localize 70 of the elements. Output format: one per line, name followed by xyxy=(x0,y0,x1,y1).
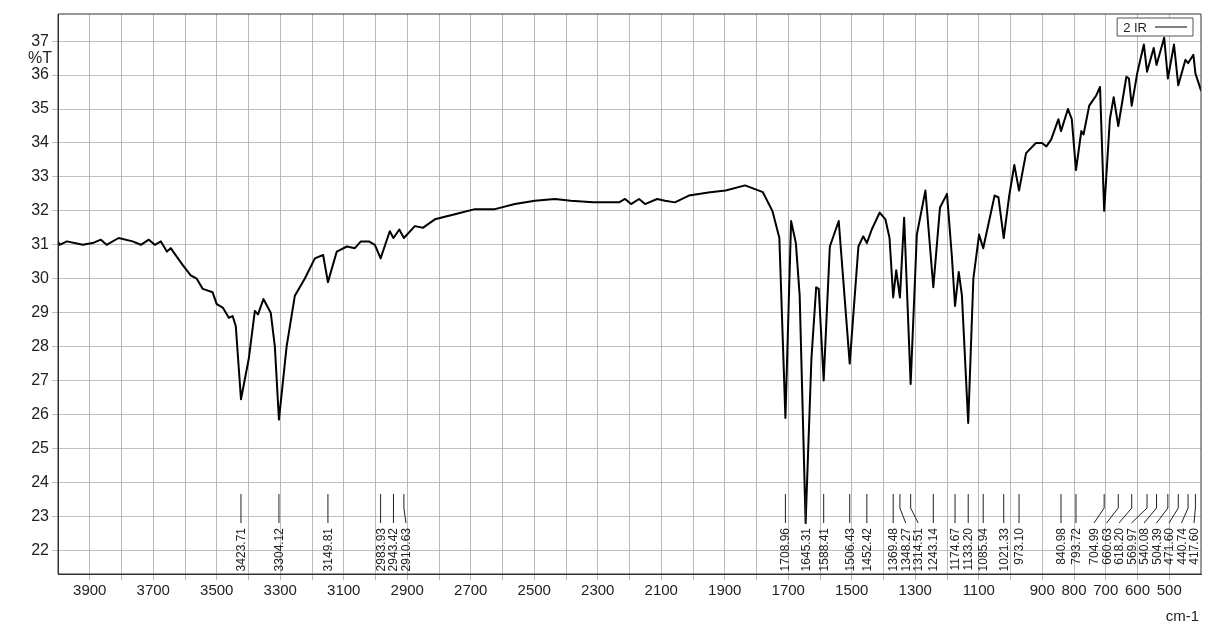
annotation: 1133.20 xyxy=(961,527,976,571)
annotation: 471.60 xyxy=(1162,527,1176,565)
x-tick-label: 900 xyxy=(1029,581,1055,599)
x-tick-label: 2900 xyxy=(390,581,424,599)
y-axis-title: %T xyxy=(28,49,53,67)
y-tick-label: 28 xyxy=(31,337,50,355)
annotation: 1588.41 xyxy=(816,527,831,572)
annotation: 569.97 xyxy=(1124,527,1139,565)
x-tick-label: 2300 xyxy=(581,581,615,599)
annotation: 540.08 xyxy=(1137,527,1151,565)
annotation: 1506.43 xyxy=(842,527,857,572)
y-tick-label: 24 xyxy=(31,472,50,490)
x-tick-label: 1700 xyxy=(771,581,805,599)
annotation: 440.74 xyxy=(1174,527,1189,565)
annotation: 1085.94 xyxy=(976,527,991,572)
y-tick-label: 35 xyxy=(31,99,50,117)
x-tick-label: 2700 xyxy=(454,581,488,599)
annotation: 3149.81 xyxy=(320,527,335,572)
annotation: 1314.51 xyxy=(911,527,926,572)
annotation: 793.72 xyxy=(1068,527,1083,565)
legend-label: 2 IR xyxy=(1123,19,1147,35)
y-tick-label: 36 xyxy=(31,65,50,83)
x-tick-label: 3500 xyxy=(200,581,234,599)
x-tick-label: 600 xyxy=(1124,581,1151,599)
annotation: 1369.48 xyxy=(886,527,901,572)
annotation: 504.39 xyxy=(1149,527,1164,565)
annotation: 618.20 xyxy=(1112,527,1126,565)
x-tick-label: 3900 xyxy=(73,581,107,599)
y-tick-label: 29 xyxy=(31,303,50,321)
x-axis-title: cm-1 xyxy=(1165,606,1199,624)
annotation: 2910.63 xyxy=(398,527,413,572)
x-tick-label: 1900 xyxy=(708,581,742,599)
annotation: 1243.14 xyxy=(926,527,941,572)
x-tick-label: 1500 xyxy=(835,581,869,599)
y-tick-label: 25 xyxy=(31,438,50,456)
annotation: 1708.96 xyxy=(778,527,793,572)
annotation: 417.60 xyxy=(1187,527,1201,565)
y-tick-label: 34 xyxy=(31,133,50,151)
y-tick-label: 37 xyxy=(31,31,50,49)
y-tick-label: 30 xyxy=(31,269,50,287)
y-tick-label: 26 xyxy=(31,404,50,422)
annotation: 1645.31 xyxy=(798,527,813,572)
x-tick-label: 700 xyxy=(1093,581,1119,599)
y-tick-label: 22 xyxy=(31,540,50,558)
annotation: 973.10 xyxy=(1012,527,1027,565)
x-tick-label: 3700 xyxy=(136,581,170,599)
annotation: 1348.27 xyxy=(898,527,913,572)
y-tick-label: 32 xyxy=(31,201,50,219)
y-tick-label: 31 xyxy=(31,235,50,253)
y-tick-label: 23 xyxy=(31,506,50,524)
annotation: 704.99 xyxy=(1087,527,1101,565)
x-tick-label: 800 xyxy=(1061,581,1087,599)
annotation: 840.98 xyxy=(1053,527,1068,565)
annotation: 1452.42 xyxy=(859,527,874,572)
annotation: 1174.67 xyxy=(948,527,963,571)
annotation: 3304.12 xyxy=(271,527,286,572)
y-tick-label: 33 xyxy=(31,167,50,185)
annotation: 2943.42 xyxy=(386,527,401,572)
annotation: 2983.93 xyxy=(373,527,388,572)
x-tick-label: 1300 xyxy=(898,581,932,599)
x-tick-label: 500 xyxy=(1156,581,1182,599)
y-tick-label: 27 xyxy=(31,370,50,388)
x-tick-label: 3100 xyxy=(327,581,361,599)
annotation: 660.63 xyxy=(1099,527,1114,565)
x-tick-label: 2500 xyxy=(517,581,551,599)
x-tick-label: 3300 xyxy=(263,581,297,599)
annotation: 3423.71 xyxy=(233,527,248,572)
x-tick-label: 1100 xyxy=(962,581,995,599)
annotation: 1021.33 xyxy=(996,527,1011,572)
x-tick-label: 2100 xyxy=(644,581,678,599)
